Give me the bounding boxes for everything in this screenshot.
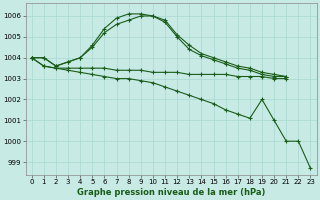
X-axis label: Graphe pression niveau de la mer (hPa): Graphe pression niveau de la mer (hPa) [77,188,265,197]
